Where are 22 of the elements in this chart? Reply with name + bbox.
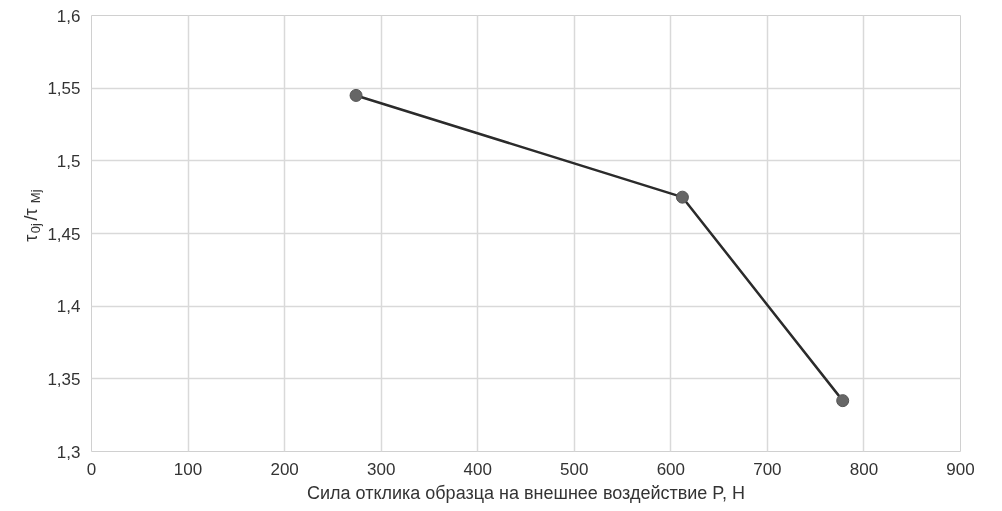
x-tick-label: 500: [560, 459, 589, 479]
y-tick-label: 1,6: [56, 6, 81, 26]
point: [836, 394, 850, 408]
y-tick-label: 1,4: [56, 297, 81, 317]
point: [675, 190, 689, 204]
y-tick-label: 1,35: [47, 369, 81, 389]
x-tick-label: 800: [849, 459, 879, 479]
x-tick-label: 100: [173, 459, 203, 479]
x-tick-label: 300: [366, 459, 396, 479]
y-tick-label: 1,55: [47, 79, 81, 99]
x-tick-label: 0: [86, 459, 97, 479]
x-tick-label: 700: [753, 459, 782, 479]
y-tick-label: 1,3: [56, 442, 81, 462]
x-axis-title: Сила отклика образца на внешнее воздействие P, Н: [306, 482, 746, 503]
x-tick-label: 200: [270, 459, 299, 479]
y-tick-label: 1,45: [47, 224, 81, 244]
y-axis-title: τ0j/τMj: [20, 189, 43, 242]
x-tick-label: 600: [656, 459, 686, 479]
y-tick-label: 1,5: [56, 151, 81, 171]
point: [349, 88, 363, 102]
x-tick-label: 900: [946, 459, 975, 479]
x-tick-label: 400: [463, 459, 492, 479]
